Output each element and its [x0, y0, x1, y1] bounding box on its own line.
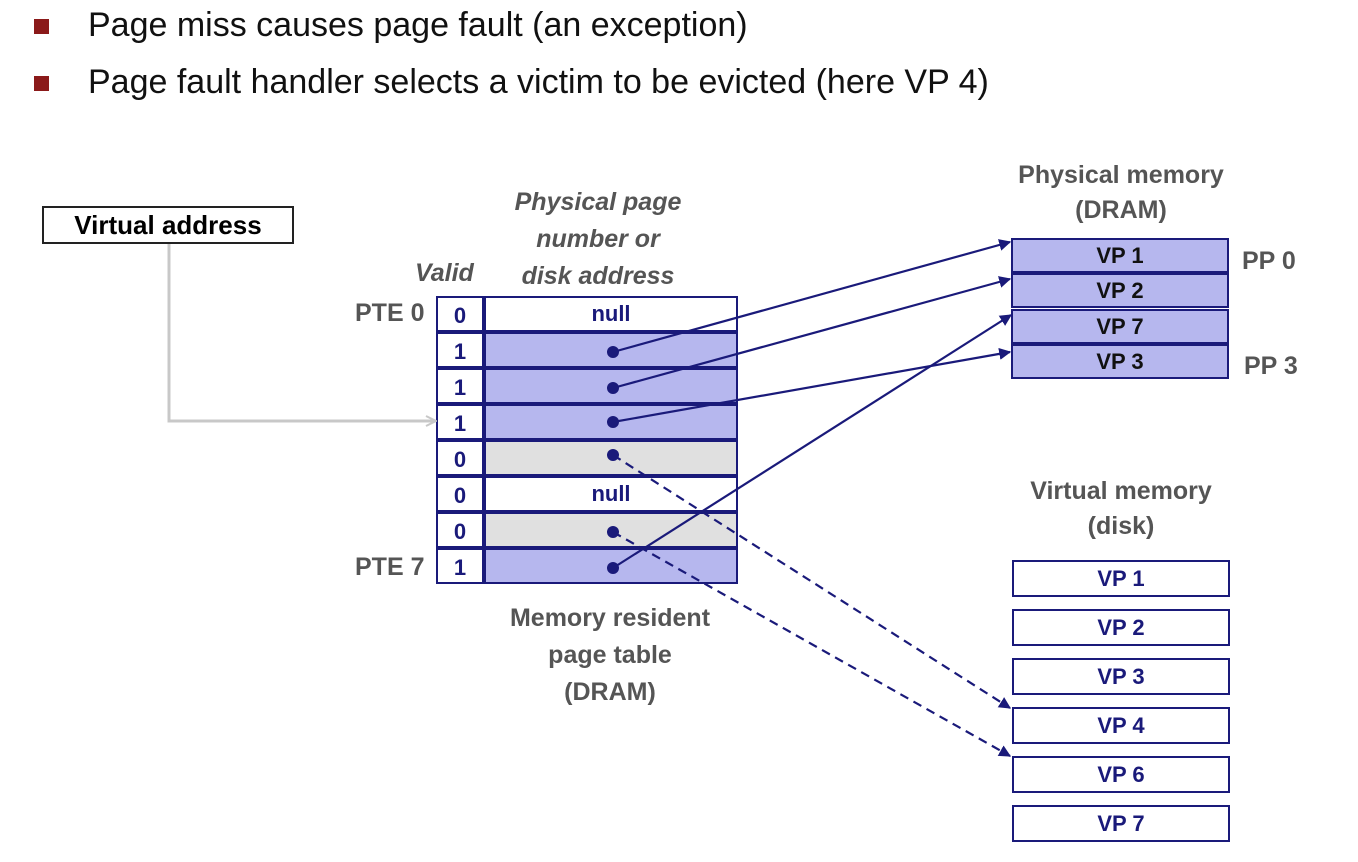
physical-memory-title: Physical memory (DRAM) [990, 158, 1252, 228]
page-table-entry: 0 [436, 512, 738, 548]
physical-page: VP 7 [1011, 309, 1229, 344]
caption-line: page table [548, 641, 672, 669]
pointer-dot [607, 449, 619, 461]
bullet-square-icon [34, 19, 49, 34]
page-table-entry: 1 [436, 404, 738, 440]
page-table-entry: 1 [436, 368, 738, 404]
valid-bit: 0 [436, 440, 484, 476]
valid-bit: 1 [436, 332, 484, 368]
mapping-arrow-pte7 [612, 314, 1013, 569]
physical-page: VP 2 [1011, 273, 1229, 308]
header-line: disk address [521, 262, 675, 290]
header-line: Physical page [514, 188, 682, 216]
page-table-caption: Memory resident page table (DRAM) [470, 600, 750, 711]
entry-address-cell [484, 368, 738, 404]
address-column-header: Physical page number or disk address [498, 184, 698, 295]
bullet-text: Page miss causes page fault (an exceptio… [88, 6, 748, 44]
pp-first-label: PP 0 [1242, 247, 1296, 275]
disk-page: VP 2 [1012, 609, 1230, 646]
disk-arrow-pte6 [612, 531, 1012, 757]
pte-first-label: PTE 0 [355, 299, 425, 327]
page-table-entry: 0 null [436, 296, 738, 332]
bullet-square-icon [34, 76, 49, 91]
mapping-arrow-pte2 [612, 276, 1012, 390]
disk-page: VP 4 [1012, 707, 1230, 744]
valid-bit: 0 [436, 512, 484, 548]
entry-address-cell: null [484, 296, 738, 332]
header-line: number or [536, 225, 660, 253]
entry-address-cell: null [484, 476, 738, 512]
title-line: (DRAM) [1075, 196, 1167, 224]
caption-line: Memory resident [509, 604, 711, 632]
disk-page: VP 1 [1012, 560, 1230, 597]
pointer-dot [607, 526, 619, 538]
virtual-memory-title: Virtual memory (disk) [990, 474, 1252, 544]
physical-page: VP 1 [1011, 238, 1229, 273]
caption-line: (DRAM) [564, 678, 656, 706]
disk-page: VP 6 [1012, 756, 1230, 793]
valid-bit: 0 [436, 476, 484, 512]
pp-last-label: PP 3 [1244, 352, 1298, 380]
valid-bit: 1 [436, 548, 484, 584]
disk-page: VP 3 [1012, 658, 1230, 695]
title-line: (disk) [1087, 512, 1155, 540]
mapping-arrow-pte1 [612, 239, 1012, 354]
disk-page: VP 7 [1012, 805, 1230, 842]
physical-page: VP 3 [1011, 344, 1229, 379]
page-table-entry: 1 [436, 548, 738, 584]
virtual-address-box: Virtual address [42, 206, 294, 244]
valid-bit: 0 [436, 296, 484, 332]
valid-column-header: Valid [415, 259, 474, 287]
bullet-text: Page fault handler selects a victim to b… [88, 63, 989, 101]
pointer-dot [607, 346, 619, 358]
pointer-dot [607, 416, 619, 428]
page-table-entry: 0 null [436, 476, 738, 512]
mapping-arrow-pte3 [612, 347, 1012, 424]
pointer-dot [607, 562, 619, 574]
disk-arrow-pte4 [612, 454, 1012, 709]
valid-bit: 1 [436, 368, 484, 404]
title-line: Virtual memory [1030, 477, 1212, 505]
title-line: Physical memory [1018, 161, 1224, 189]
valid-bit: 1 [436, 404, 484, 440]
virtual-address-arrow [167, 244, 435, 421]
pointer-dot [607, 382, 619, 394]
pte-last-label: PTE 7 [355, 553, 425, 581]
